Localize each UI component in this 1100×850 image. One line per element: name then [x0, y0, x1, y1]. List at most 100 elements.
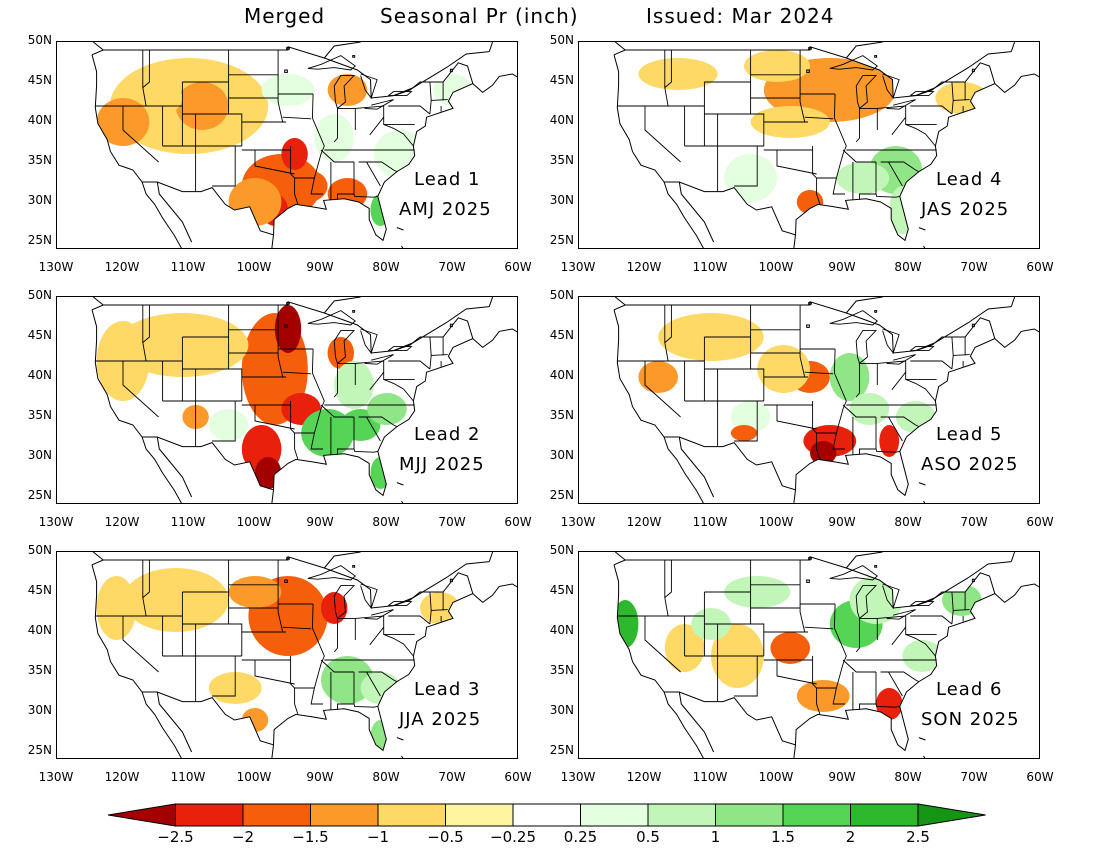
state-boundary	[842, 659, 876, 673]
lake-outline	[910, 91, 935, 97]
state-boundary	[880, 416, 920, 428]
state-boundary	[875, 448, 900, 453]
state-boundary	[277, 305, 286, 378]
colorbar-tick-label: −2.5	[157, 828, 194, 846]
colorbar-cell	[512, 803, 581, 827]
lake-outline	[886, 609, 916, 620]
lead-label: Lead 4	[936, 169, 1003, 190]
state-boundary	[891, 116, 907, 136]
state-boundary	[142, 305, 147, 362]
state-boundary	[142, 305, 150, 343]
map-frame	[56, 296, 518, 504]
lon-tick-label: 130W	[560, 260, 596, 274]
coastline	[614, 552, 626, 561]
lake-outline	[855, 585, 878, 619]
state-boundary	[910, 360, 953, 370]
coastline	[613, 46, 996, 242]
coastline	[1010, 42, 1016, 52]
colorbar-tick-label: −1.5	[292, 828, 329, 846]
precip-anomaly-map	[91, 42, 517, 248]
lon-tick-label: 130W	[38, 515, 74, 529]
island-outline	[806, 69, 810, 73]
lon-tick-label: 120W	[626, 260, 662, 274]
lake-outline	[333, 75, 356, 109]
anomaly-region	[638, 58, 718, 90]
map-frame	[56, 551, 518, 759]
state-boundary	[910, 615, 953, 625]
anomaly-region	[123, 568, 229, 632]
anomaly-region	[334, 361, 374, 409]
lon-tick-label: 130W	[560, 770, 596, 784]
state-boundary	[282, 116, 312, 120]
state-boundary	[812, 146, 821, 205]
precip-anomaly-map	[91, 297, 517, 503]
precip-anomaly-map	[613, 42, 1039, 248]
lon-tick-label: 90W	[306, 260, 334, 274]
state-boundary	[369, 626, 385, 646]
lon-tick-label: 80W	[894, 770, 922, 784]
coastline	[323, 42, 361, 59]
lon-tick-label: 90W	[828, 515, 856, 529]
state-boundary	[812, 656, 821, 715]
lon-tick-label: 100W	[236, 770, 272, 784]
colorbar-cell	[445, 803, 514, 827]
lon-tick-label: 80W	[894, 515, 922, 529]
lon-tick-label: 130W	[38, 770, 74, 784]
coastline	[793, 234, 796, 248]
lon-tick-label: 110W	[170, 260, 206, 274]
lake-outline	[855, 75, 878, 109]
anomaly-region	[757, 345, 810, 393]
coastline	[141, 436, 182, 503]
state-boundary	[212, 146, 236, 187]
state-boundary	[664, 50, 672, 88]
lon-tick-label: 90W	[306, 515, 334, 529]
coastline	[663, 436, 704, 503]
colorbar-cell	[782, 803, 851, 827]
state-boundary	[383, 106, 415, 125]
lead-label: Lead 1	[414, 169, 481, 190]
lon-tick-label: 100W	[758, 260, 794, 274]
lat-tick-label: 30N	[549, 448, 574, 462]
map-panel-2: Lead 4 JAS 2025	[578, 41, 1048, 273]
lat-tick-label: 25N	[27, 488, 52, 502]
anomaly-region	[274, 305, 302, 353]
island-outline	[874, 310, 878, 313]
state-boundary	[369, 371, 385, 391]
lon-tick-label: 110W	[170, 515, 206, 529]
anomaly-region	[770, 632, 810, 664]
coastline	[488, 42, 494, 52]
state-boundary	[832, 93, 847, 195]
lon-tick-label: 70W	[438, 770, 466, 784]
coastline	[994, 583, 1039, 604]
colorbar-tick-label: 0.25	[563, 828, 598, 846]
anomaly-region	[879, 425, 900, 457]
coastline	[994, 328, 1039, 349]
lon-tick-label: 130W	[38, 260, 74, 274]
lat-tick-label: 25N	[549, 488, 574, 502]
coastline	[614, 297, 626, 306]
state-boundary	[799, 560, 808, 633]
island-outline	[449, 578, 453, 583]
state-boundary	[212, 656, 236, 697]
state-boundary	[142, 50, 150, 88]
lake-outline	[882, 328, 900, 354]
colorbar	[108, 803, 986, 827]
lead-label: Lead 6	[936, 679, 1003, 700]
state-boundary	[905, 633, 936, 657]
coastline	[396, 227, 404, 231]
colorbar-tick-label: 0.5	[636, 828, 660, 846]
coastline	[663, 181, 704, 248]
lake-outline	[364, 354, 394, 365]
island-outline	[284, 69, 288, 73]
coastline	[401, 245, 404, 248]
coastline	[1010, 552, 1016, 562]
coastline	[271, 234, 274, 248]
state-boundary	[122, 106, 159, 163]
colorbar-tick-label: −0.25	[490, 828, 536, 846]
state-boundary	[277, 50, 286, 123]
state-boundary	[951, 591, 954, 625]
coastline	[92, 297, 104, 306]
lat-tick-label: 30N	[549, 703, 574, 717]
state-boundary	[383, 361, 415, 380]
title-product: Merged	[244, 4, 326, 28]
